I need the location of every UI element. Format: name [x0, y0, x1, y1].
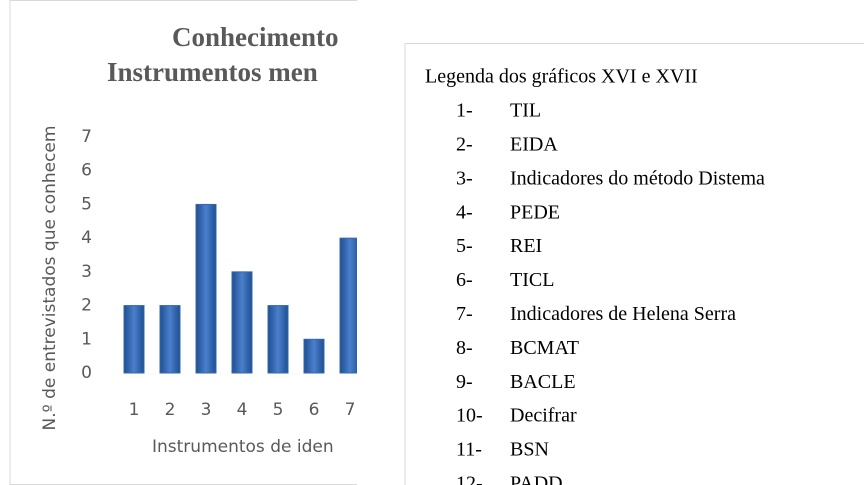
legend-label: TIL [510, 100, 541, 122]
legend-number: 5- [456, 235, 473, 257]
legend-frame [404, 43, 864, 485]
legend-label: REI [510, 235, 542, 257]
bar [339, 237, 357, 374]
y-tick-label: 1 [81, 329, 92, 349]
chart-title: Conhecimento [172, 22, 338, 52]
bar [123, 305, 145, 374]
legend-label: EIDA [510, 133, 558, 155]
legend-title: Legenda dos gráficos XVI e XVII [425, 66, 698, 88]
legend-number: 4- [456, 201, 473, 223]
y-tick-label: 6 [81, 161, 92, 181]
legend-number: 3- [456, 167, 473, 189]
y-tick-label: 0 [81, 363, 92, 383]
legend-label: Indicadores de Helena Serra [510, 303, 736, 325]
x-tick-label: 5 [273, 400, 284, 420]
x-tick-label: 4 [237, 400, 248, 420]
x-tick-label: 2 [165, 400, 176, 420]
legend-label: BACLE [510, 371, 576, 393]
chart: Conhecimento Instrumentos men N.º de ent… [9, 0, 357, 485]
legend-label: TICL [510, 269, 554, 291]
chart-frame [9, 0, 357, 485]
legend-number: 10- [456, 405, 483, 427]
y-tick-label: 3 [81, 262, 92, 282]
legend-number: 7- [456, 303, 473, 325]
x-tick-label: 7 [345, 400, 356, 420]
legend-label: BCMAT [510, 337, 579, 359]
legend-label: Decifrar [510, 405, 577, 427]
y-tick-label: 2 [81, 296, 92, 316]
y-tick-label: 7 [81, 127, 92, 147]
bar [195, 203, 217, 374]
chart-title: Instrumentos men [107, 57, 318, 87]
legend-number: 11- [456, 439, 482, 461]
y-axis-label: N.º de entrevistados que conhecem [40, 126, 60, 431]
legend-number: 8- [456, 337, 473, 359]
x-tick-label: 1 [129, 400, 140, 420]
x-tick-label: 6 [309, 400, 320, 420]
legend-label: PADD [510, 472, 563, 485]
bar [231, 271, 253, 374]
legend-label: Indicadores do método Distema [510, 167, 765, 189]
legend-number: 2- [456, 133, 473, 155]
legend-number: 9- [456, 371, 473, 393]
legend-label: PEDE [510, 201, 560, 223]
legend-number: 6- [456, 269, 473, 291]
bar [267, 305, 289, 374]
legend-label: BSN [510, 439, 549, 461]
bar [303, 338, 325, 374]
legend-number: 12- [456, 472, 483, 485]
y-tick-label: 4 [81, 228, 92, 248]
x-axis-label: Instrumentos de iden [152, 437, 334, 457]
bar [159, 305, 181, 374]
x-tick-label: 3 [201, 400, 212, 420]
legend-panel: Legenda dos gráficos XVI e XVII 1- TIL 2- E… [404, 43, 864, 485]
y-tick-label: 5 [81, 194, 92, 214]
legend-number: 1- [456, 100, 473, 122]
